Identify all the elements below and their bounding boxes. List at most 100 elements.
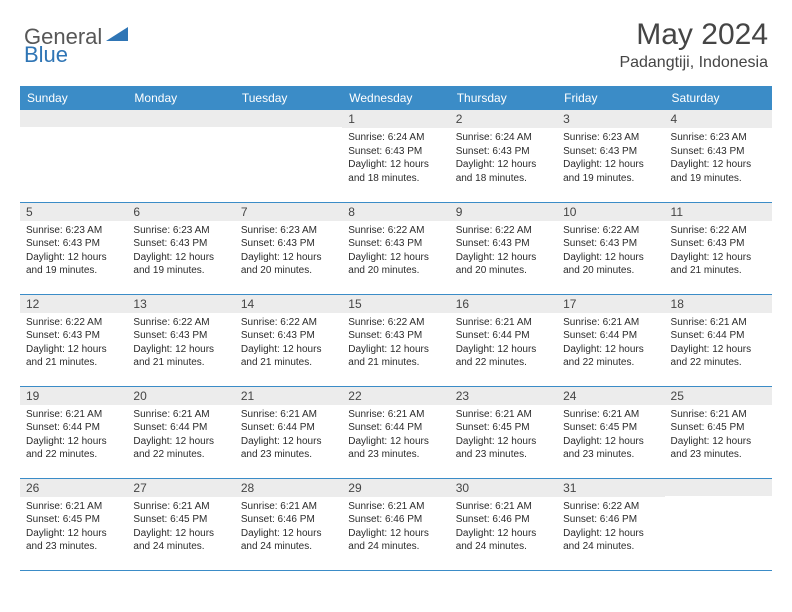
- day-cell: 25Sunrise: 6:21 AMSunset: 6:45 PMDayligh…: [665, 386, 772, 478]
- week-row: 1Sunrise: 6:24 AMSunset: 6:43 PMDaylight…: [20, 110, 772, 202]
- day-cell: 24Sunrise: 6:21 AMSunset: 6:45 PMDayligh…: [557, 386, 664, 478]
- day-number: 2: [450, 110, 557, 128]
- day-details: Sunrise: 6:23 AMSunset: 6:43 PMDaylight:…: [20, 221, 127, 282]
- day-cell: [20, 110, 127, 202]
- day-number: 31: [557, 479, 664, 497]
- day-number: 27: [127, 479, 234, 497]
- day-cell: 10Sunrise: 6:22 AMSunset: 6:43 PMDayligh…: [557, 202, 664, 294]
- day-number: [127, 110, 234, 127]
- day-cell: 23Sunrise: 6:21 AMSunset: 6:45 PMDayligh…: [450, 386, 557, 478]
- day-cell: 26Sunrise: 6:21 AMSunset: 6:45 PMDayligh…: [20, 478, 127, 570]
- month-title: May 2024: [619, 18, 768, 52]
- day-cell: 29Sunrise: 6:21 AMSunset: 6:46 PMDayligh…: [342, 478, 449, 570]
- day-number: 19: [20, 387, 127, 405]
- day-cell: 31Sunrise: 6:22 AMSunset: 6:46 PMDayligh…: [557, 478, 664, 570]
- day-cell: [127, 110, 234, 202]
- day-details: Sunrise: 6:22 AMSunset: 6:43 PMDaylight:…: [557, 221, 664, 282]
- day-number: 13: [127, 295, 234, 313]
- dayname-friday: Friday: [557, 86, 664, 110]
- day-details: Sunrise: 6:21 AMSunset: 6:46 PMDaylight:…: [450, 497, 557, 558]
- day-number: 11: [665, 203, 772, 221]
- day-details: Sunrise: 6:21 AMSunset: 6:45 PMDaylight:…: [665, 405, 772, 466]
- day-number: 30: [450, 479, 557, 497]
- day-cell: 2Sunrise: 6:24 AMSunset: 6:43 PMDaylight…: [450, 110, 557, 202]
- day-details: Sunrise: 6:22 AMSunset: 6:43 PMDaylight:…: [127, 313, 234, 374]
- day-cell: 11Sunrise: 6:22 AMSunset: 6:43 PMDayligh…: [665, 202, 772, 294]
- dayname-wednesday: Wednesday: [342, 86, 449, 110]
- day-number: 6: [127, 203, 234, 221]
- day-number: 21: [235, 387, 342, 405]
- dayname-thursday: Thursday: [450, 86, 557, 110]
- day-cell: 22Sunrise: 6:21 AMSunset: 6:44 PMDayligh…: [342, 386, 449, 478]
- day-number: 9: [450, 203, 557, 221]
- dayname-tuesday: Tuesday: [235, 86, 342, 110]
- day-number: [665, 479, 772, 496]
- day-details: Sunrise: 6:21 AMSunset: 6:45 PMDaylight:…: [20, 497, 127, 558]
- day-details: Sunrise: 6:24 AMSunset: 6:43 PMDaylight:…: [342, 128, 449, 189]
- day-details: Sunrise: 6:22 AMSunset: 6:43 PMDaylight:…: [235, 313, 342, 374]
- day-details: Sunrise: 6:23 AMSunset: 6:43 PMDaylight:…: [235, 221, 342, 282]
- day-cell: 6Sunrise: 6:23 AMSunset: 6:43 PMDaylight…: [127, 202, 234, 294]
- day-cell: 15Sunrise: 6:22 AMSunset: 6:43 PMDayligh…: [342, 294, 449, 386]
- day-number: 15: [342, 295, 449, 313]
- day-cell: 28Sunrise: 6:21 AMSunset: 6:46 PMDayligh…: [235, 478, 342, 570]
- day-number: 28: [235, 479, 342, 497]
- day-number: 16: [450, 295, 557, 313]
- day-number: 18: [665, 295, 772, 313]
- day-number: 8: [342, 203, 449, 221]
- day-details: Sunrise: 6:22 AMSunset: 6:43 PMDaylight:…: [20, 313, 127, 374]
- day-cell: 4Sunrise: 6:23 AMSunset: 6:43 PMDaylight…: [665, 110, 772, 202]
- day-cell: 30Sunrise: 6:21 AMSunset: 6:46 PMDayligh…: [450, 478, 557, 570]
- day-details: Sunrise: 6:22 AMSunset: 6:43 PMDaylight:…: [342, 221, 449, 282]
- day-details: Sunrise: 6:21 AMSunset: 6:46 PMDaylight:…: [235, 497, 342, 558]
- day-details: Sunrise: 6:22 AMSunset: 6:43 PMDaylight:…: [665, 221, 772, 282]
- day-cell: 8Sunrise: 6:22 AMSunset: 6:43 PMDaylight…: [342, 202, 449, 294]
- day-cell: [235, 110, 342, 202]
- day-details: Sunrise: 6:21 AMSunset: 6:45 PMDaylight:…: [557, 405, 664, 466]
- day-number: 26: [20, 479, 127, 497]
- day-number: [20, 110, 127, 127]
- day-details: Sunrise: 6:23 AMSunset: 6:43 PMDaylight:…: [665, 128, 772, 189]
- day-number: 5: [20, 203, 127, 221]
- day-details: Sunrise: 6:22 AMSunset: 6:43 PMDaylight:…: [342, 313, 449, 374]
- week-row: 19Sunrise: 6:21 AMSunset: 6:44 PMDayligh…: [20, 386, 772, 478]
- day-cell: 9Sunrise: 6:22 AMSunset: 6:43 PMDaylight…: [450, 202, 557, 294]
- day-details: Sunrise: 6:21 AMSunset: 6:44 PMDaylight:…: [235, 405, 342, 466]
- day-number: 29: [342, 479, 449, 497]
- day-details: Sunrise: 6:21 AMSunset: 6:44 PMDaylight:…: [127, 405, 234, 466]
- dayname-sunday: Sunday: [20, 86, 127, 110]
- day-cell: 16Sunrise: 6:21 AMSunset: 6:44 PMDayligh…: [450, 294, 557, 386]
- title-block: May 2024 Padangtiji, Indonesia: [619, 18, 768, 72]
- day-number: 14: [235, 295, 342, 313]
- day-details: Sunrise: 6:21 AMSunset: 6:44 PMDaylight:…: [20, 405, 127, 466]
- day-cell: 21Sunrise: 6:21 AMSunset: 6:44 PMDayligh…: [235, 386, 342, 478]
- day-details: Sunrise: 6:21 AMSunset: 6:45 PMDaylight:…: [450, 405, 557, 466]
- day-details: Sunrise: 6:23 AMSunset: 6:43 PMDaylight:…: [557, 128, 664, 189]
- day-number: 22: [342, 387, 449, 405]
- day-details: Sunrise: 6:21 AMSunset: 6:46 PMDaylight:…: [342, 497, 449, 558]
- day-cell: 18Sunrise: 6:21 AMSunset: 6:44 PMDayligh…: [665, 294, 772, 386]
- day-cell: 5Sunrise: 6:23 AMSunset: 6:43 PMDaylight…: [20, 202, 127, 294]
- day-details: Sunrise: 6:21 AMSunset: 6:44 PMDaylight:…: [665, 313, 772, 374]
- day-number: [235, 110, 342, 127]
- logo-triangle-icon: [106, 27, 128, 48]
- header: General May 2024 Padangtiji, Indonesia: [0, 0, 792, 80]
- day-number: 12: [20, 295, 127, 313]
- logo-text-blue: Blue: [24, 42, 68, 67]
- day-details: Sunrise: 6:23 AMSunset: 6:43 PMDaylight:…: [127, 221, 234, 282]
- day-number: 24: [557, 387, 664, 405]
- calendar-table: SundayMondayTuesdayWednesdayThursdayFrid…: [20, 86, 772, 571]
- dayname-monday: Monday: [127, 86, 234, 110]
- week-row: 12Sunrise: 6:22 AMSunset: 6:43 PMDayligh…: [20, 294, 772, 386]
- day-cell: 1Sunrise: 6:24 AMSunset: 6:43 PMDaylight…: [342, 110, 449, 202]
- day-number: 10: [557, 203, 664, 221]
- day-details: Sunrise: 6:24 AMSunset: 6:43 PMDaylight:…: [450, 128, 557, 189]
- day-cell: 7Sunrise: 6:23 AMSunset: 6:43 PMDaylight…: [235, 202, 342, 294]
- day-details: Sunrise: 6:22 AMSunset: 6:43 PMDaylight:…: [450, 221, 557, 282]
- day-number: 23: [450, 387, 557, 405]
- calendar-head: SundayMondayTuesdayWednesdayThursdayFrid…: [20, 86, 772, 110]
- day-number: 25: [665, 387, 772, 405]
- week-row: 26Sunrise: 6:21 AMSunset: 6:45 PMDayligh…: [20, 478, 772, 570]
- day-details: Sunrise: 6:21 AMSunset: 6:44 PMDaylight:…: [557, 313, 664, 374]
- calendar-body: 1Sunrise: 6:24 AMSunset: 6:43 PMDaylight…: [20, 110, 772, 570]
